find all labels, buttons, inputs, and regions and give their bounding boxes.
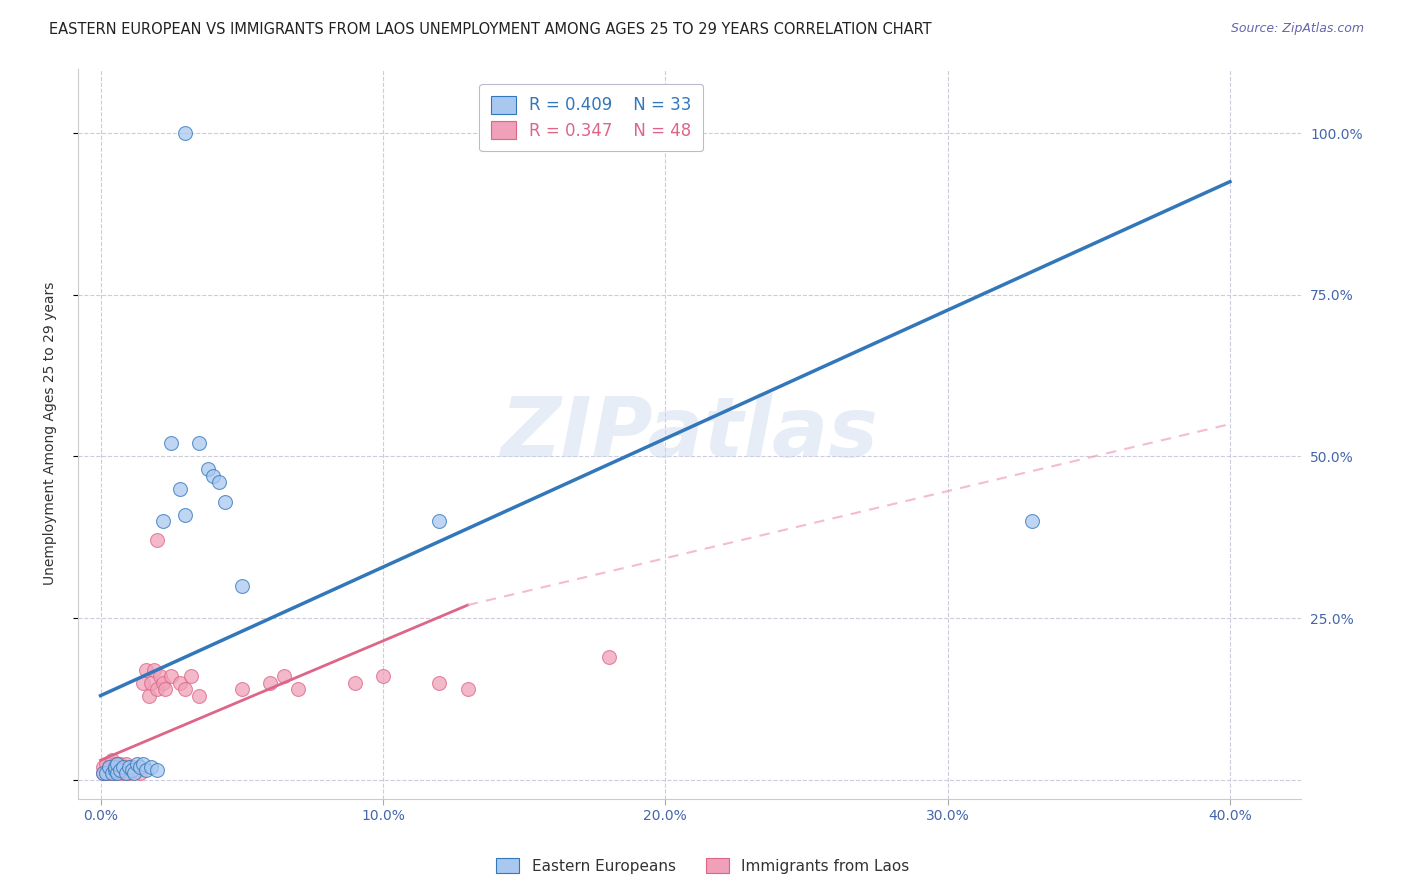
Point <box>202 468 225 483</box>
Point <box>188 436 211 450</box>
Point <box>146 533 169 548</box>
Point <box>115 763 138 777</box>
Y-axis label: Unemployment Among Ages 25 to 29 years: Unemployment Among Ages 25 to 29 years <box>44 282 58 585</box>
Point <box>231 682 253 697</box>
Point <box>107 766 129 780</box>
Point <box>107 760 129 774</box>
Point <box>112 760 135 774</box>
Point <box>118 760 141 774</box>
Point <box>93 766 115 780</box>
Point <box>118 766 141 780</box>
Point <box>371 669 394 683</box>
Point <box>174 682 197 697</box>
Point <box>104 763 127 777</box>
Point <box>174 508 197 522</box>
Point <box>343 675 366 690</box>
Point <box>138 689 160 703</box>
Point <box>121 763 143 777</box>
Point <box>457 682 479 697</box>
Point <box>169 675 191 690</box>
Point <box>96 756 118 771</box>
Point <box>427 675 450 690</box>
Point <box>231 579 253 593</box>
Point <box>127 756 149 771</box>
Point <box>115 766 138 780</box>
Point <box>146 763 169 777</box>
Point <box>112 766 135 780</box>
Point <box>174 126 197 140</box>
Point <box>259 675 281 690</box>
Point <box>101 766 124 780</box>
Point <box>208 475 231 490</box>
Point <box>1021 514 1043 528</box>
Point <box>160 436 183 450</box>
Text: Source: ZipAtlas.com: Source: ZipAtlas.com <box>1230 22 1364 36</box>
Point <box>143 663 166 677</box>
Point <box>141 675 163 690</box>
Point <box>101 753 124 767</box>
Point <box>98 760 121 774</box>
Point <box>98 766 121 780</box>
Point <box>155 682 177 697</box>
Point <box>214 494 236 508</box>
Point <box>152 514 174 528</box>
Point <box>110 763 132 777</box>
Point <box>180 669 202 683</box>
Point <box>160 669 183 683</box>
Point <box>110 763 132 777</box>
Point <box>169 482 191 496</box>
Point <box>149 669 172 683</box>
Point <box>121 763 143 777</box>
Point <box>135 663 157 677</box>
Point <box>141 760 163 774</box>
Text: EASTERN EUROPEAN VS IMMIGRANTS FROM LAOS UNEMPLOYMENT AMONG AGES 25 TO 29 YEARS : EASTERN EUROPEAN VS IMMIGRANTS FROM LAOS… <box>49 22 932 37</box>
Point <box>104 763 127 777</box>
Legend: Eastern Europeans, Immigrants from Laos: Eastern Europeans, Immigrants from Laos <box>491 852 915 880</box>
Point <box>104 756 127 771</box>
Point <box>129 766 152 780</box>
Point <box>135 763 157 777</box>
Point <box>112 760 135 774</box>
Text: ZIPatlas: ZIPatlas <box>501 393 879 475</box>
Point <box>118 760 141 774</box>
Point <box>287 682 309 697</box>
Point <box>104 760 127 774</box>
Point <box>107 756 129 771</box>
Point <box>124 760 146 774</box>
Point <box>93 760 115 774</box>
Point <box>127 763 149 777</box>
Point <box>129 760 152 774</box>
Point <box>188 689 211 703</box>
Point <box>93 766 115 780</box>
Point <box>132 675 155 690</box>
Point <box>107 766 129 780</box>
Point <box>110 756 132 771</box>
Point <box>98 760 121 774</box>
Point <box>273 669 295 683</box>
Legend: R = 0.409    N = 33, R = 0.347    N = 48: R = 0.409 N = 33, R = 0.347 N = 48 <box>479 84 703 152</box>
Point <box>152 675 174 690</box>
Point <box>115 756 138 771</box>
Point <box>96 766 118 780</box>
Point <box>132 756 155 771</box>
Point <box>197 462 219 476</box>
Point <box>124 766 146 780</box>
Point <box>146 682 169 697</box>
Point <box>427 514 450 528</box>
Point <box>598 649 620 664</box>
Point <box>101 766 124 780</box>
Point <box>96 766 118 780</box>
